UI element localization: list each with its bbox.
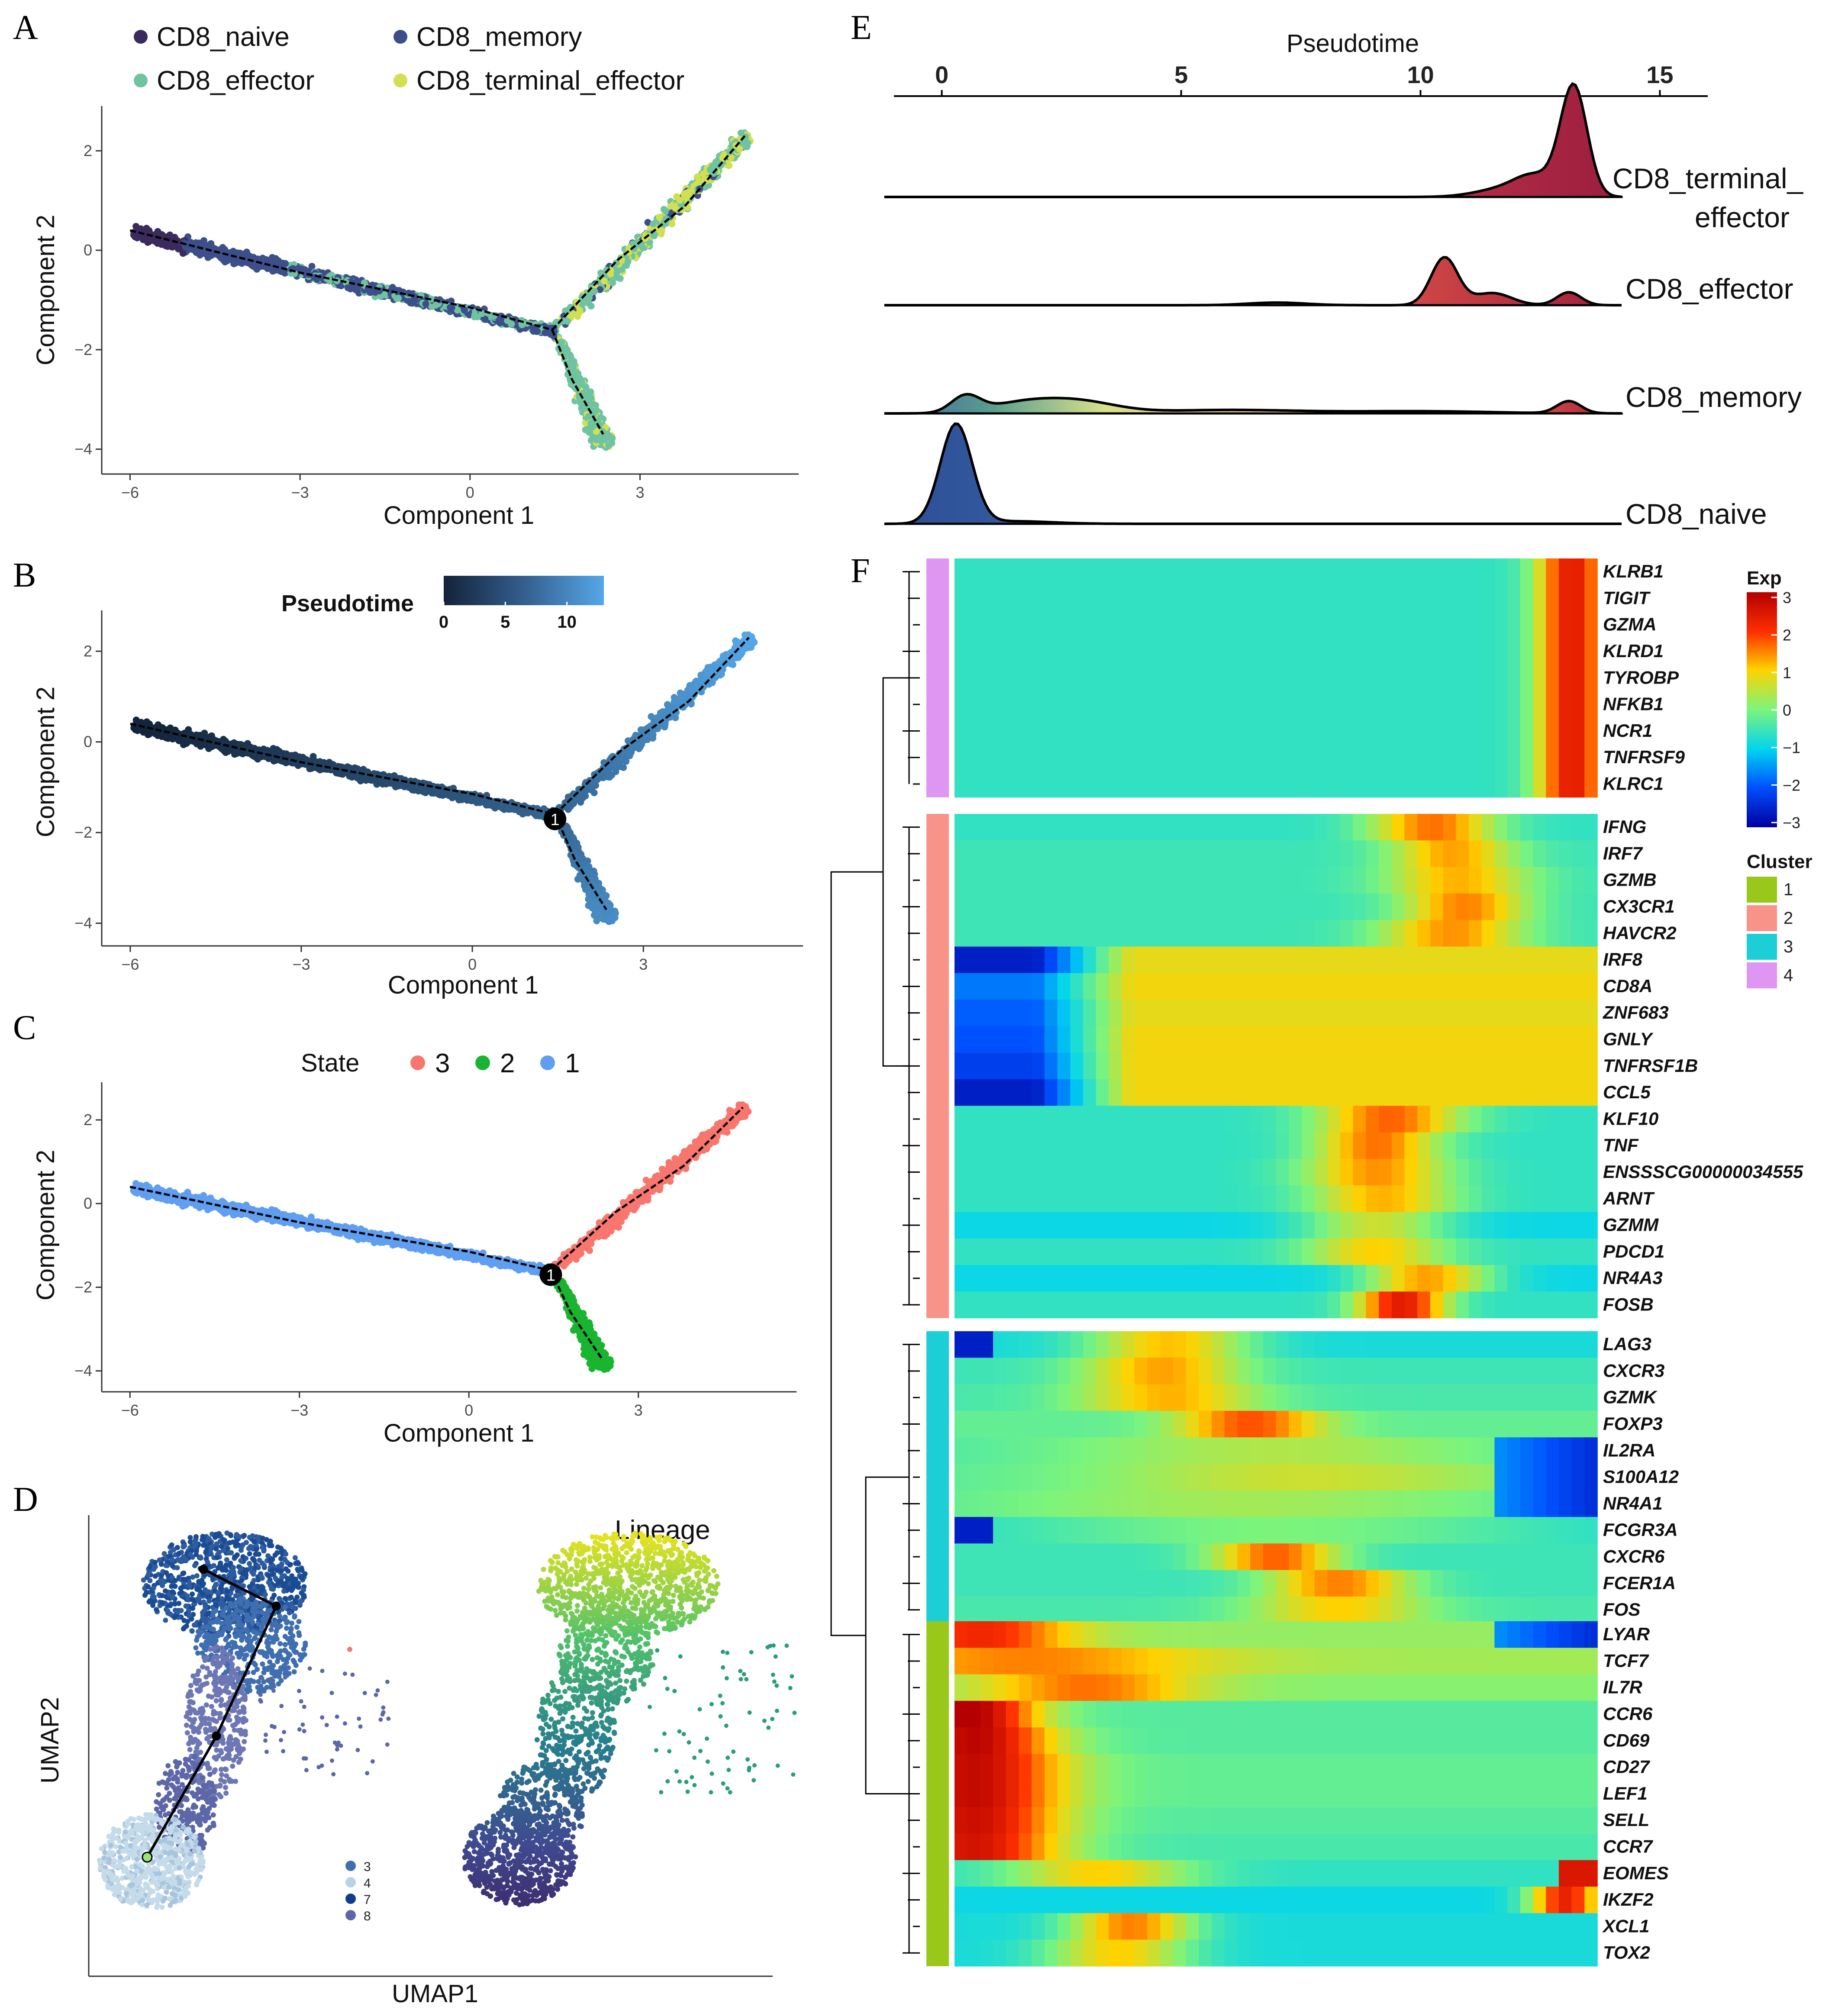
- cell-point: [461, 307, 468, 314]
- cell-point: [143, 225, 150, 232]
- panel-b-colorbar: [444, 576, 604, 605]
- panel-label-c: C: [13, 1009, 36, 1047]
- cell-point: [579, 794, 587, 801]
- cell-point: [422, 300, 429, 307]
- cell-point: [676, 197, 683, 204]
- panel-b-y-label: Component 2: [32, 687, 60, 837]
- panel-a-trajectory-by-celltype: CD8_naive CD8_memory CD8_effector CD8_te…: [32, 22, 799, 529]
- cell-point: [650, 220, 657, 228]
- legend-label-cd8-terminal-effector: CD8_terminal_effector: [416, 66, 684, 96]
- legend-dot-cd8-memory: [393, 30, 407, 44]
- cell-point: [207, 252, 215, 259]
- x-tick-label: 3: [639, 955, 648, 973]
- cell-point: [656, 213, 663, 221]
- panel-a-y-label: Component 2: [32, 215, 60, 365]
- cell-point: [593, 435, 600, 442]
- cell-point: [593, 407, 600, 414]
- panel-a-legend: CD8_naive CD8_memory CD8_effector CD8_te…: [134, 22, 684, 96]
- cell-point: [624, 258, 632, 265]
- cell-point: [230, 260, 238, 268]
- cell-point: [600, 277, 608, 285]
- cell-point: [564, 318, 571, 325]
- cell-point: [508, 320, 515, 328]
- legend-label-cd8-effector: CD8_effector: [157, 66, 314, 96]
- cell-point: [176, 245, 183, 252]
- cell-point: [605, 442, 613, 449]
- x-tick-label: 3: [635, 484, 644, 501]
- x-tick-label: −6: [121, 955, 139, 973]
- panel-label-a: A: [13, 9, 38, 47]
- cell-point: [591, 288, 598, 295]
- colorbar-tick-label: 0: [439, 613, 448, 632]
- colorbar-tick-label: 5: [500, 613, 510, 632]
- panel-b-colorbar-ticks: 0 5 10: [439, 602, 577, 632]
- colorbar-tick-label: 10: [557, 613, 577, 632]
- panel-label-b: B: [13, 556, 36, 594]
- cell-point: [447, 304, 454, 311]
- panel-b-points: [130, 631, 758, 925]
- cell-point: [576, 308, 584, 315]
- x-tick-label: 0: [466, 484, 474, 501]
- cell-point: [697, 671, 705, 679]
- y-tick-label: −4: [74, 914, 92, 932]
- cell-point: [532, 326, 539, 333]
- legend-dot-cd8-naive: [134, 30, 148, 44]
- y-tick-label: −4: [74, 440, 92, 458]
- y-tick-label: −2: [74, 341, 92, 358]
- cell-point: [582, 426, 589, 433]
- panel-a-points: [130, 129, 754, 451]
- panel-b-legend-title: Pseudotime: [281, 590, 414, 616]
- cell-point: [395, 294, 402, 302]
- cell-point: [200, 237, 207, 244]
- panel-b-trajectory-by-pseudotime: Pseudotime 0 5 10 Component 1 Component 2 …: [32, 576, 803, 999]
- legend-dot-cd8-effector: [134, 74, 148, 87]
- x-tick-label: 0: [468, 955, 477, 973]
- cell-point: [599, 436, 606, 443]
- y-tick-label: 2: [84, 142, 92, 159]
- cell-point: [282, 260, 289, 267]
- cell-point: [164, 240, 172, 247]
- legend-dot-cd8-terminal-effector: [393, 74, 407, 87]
- panel-a-x-label: Component 1: [384, 501, 534, 529]
- cell-point: [308, 263, 316, 270]
- legend-label-cd8-naive: CD8_naive: [157, 22, 290, 52]
- cell-point: [668, 220, 676, 227]
- x-tick-label: −6: [121, 484, 139, 501]
- panel-label-d: D: [13, 1481, 38, 1519]
- cell-point: [604, 766, 611, 774]
- y-tick-label: 2: [84, 642, 92, 660]
- y-tick-label: 0: [84, 733, 92, 751]
- x-tick-label: −3: [291, 484, 309, 501]
- cell-point: [588, 424, 595, 431]
- cell-point: [344, 284, 352, 291]
- cell-point: [685, 190, 693, 198]
- panel-a-ticks: −6 −3 0 3 −4 −2 0 2: [74, 142, 645, 501]
- cell-point: [582, 391, 590, 399]
- cell-point: [653, 714, 660, 722]
- cell-point: [582, 384, 590, 391]
- cell-point: [587, 303, 595, 310]
- cell-point: [693, 173, 701, 181]
- y-tick-label: −2: [74, 823, 92, 841]
- legend-label-cd8-memory: CD8_memory: [416, 22, 582, 52]
- y-tick-label: 0: [84, 241, 92, 259]
- cell-point: [229, 248, 237, 255]
- panel-label-f: F: [851, 552, 870, 590]
- cell-point: [590, 789, 598, 797]
- cell-point: [585, 413, 592, 420]
- panel-label-e: E: [851, 9, 872, 47]
- panel-a-trajectory: [129, 135, 746, 435]
- cell-point: [570, 358, 577, 365]
- x-tick-label: −3: [292, 955, 310, 973]
- panel-b-x-label: Component 1: [388, 971, 539, 999]
- cell-point: [605, 432, 612, 439]
